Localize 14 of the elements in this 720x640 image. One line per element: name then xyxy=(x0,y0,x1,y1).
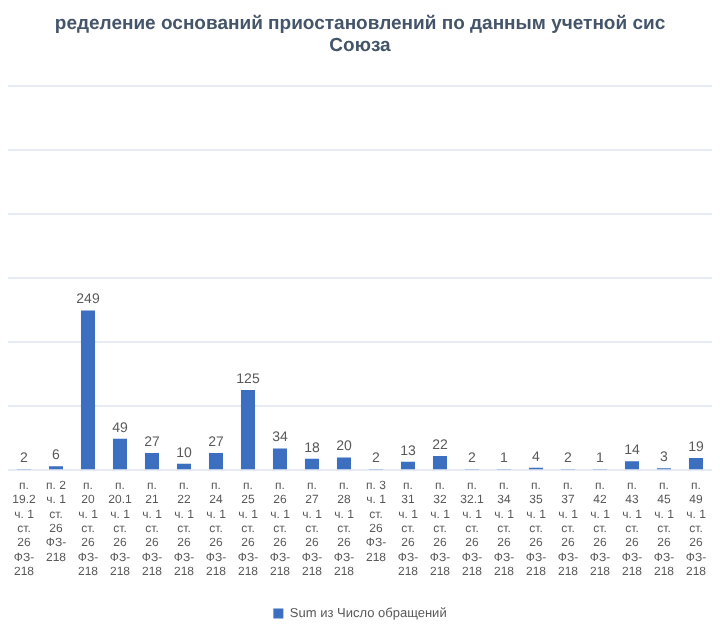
bar xyxy=(240,390,256,470)
bar xyxy=(80,310,96,470)
bar xyxy=(432,456,448,470)
bar xyxy=(624,461,640,470)
bar xyxy=(208,452,224,470)
bar xyxy=(112,438,128,470)
bar xyxy=(176,463,192,470)
bar xyxy=(688,458,704,470)
bar xyxy=(272,448,288,470)
bar xyxy=(144,452,160,470)
bar xyxy=(304,458,320,470)
chart-title: ределение оснований приостановлений по данным учетной сис Союза xyxy=(54,12,666,58)
bar xyxy=(336,457,352,470)
bar xyxy=(400,461,416,470)
